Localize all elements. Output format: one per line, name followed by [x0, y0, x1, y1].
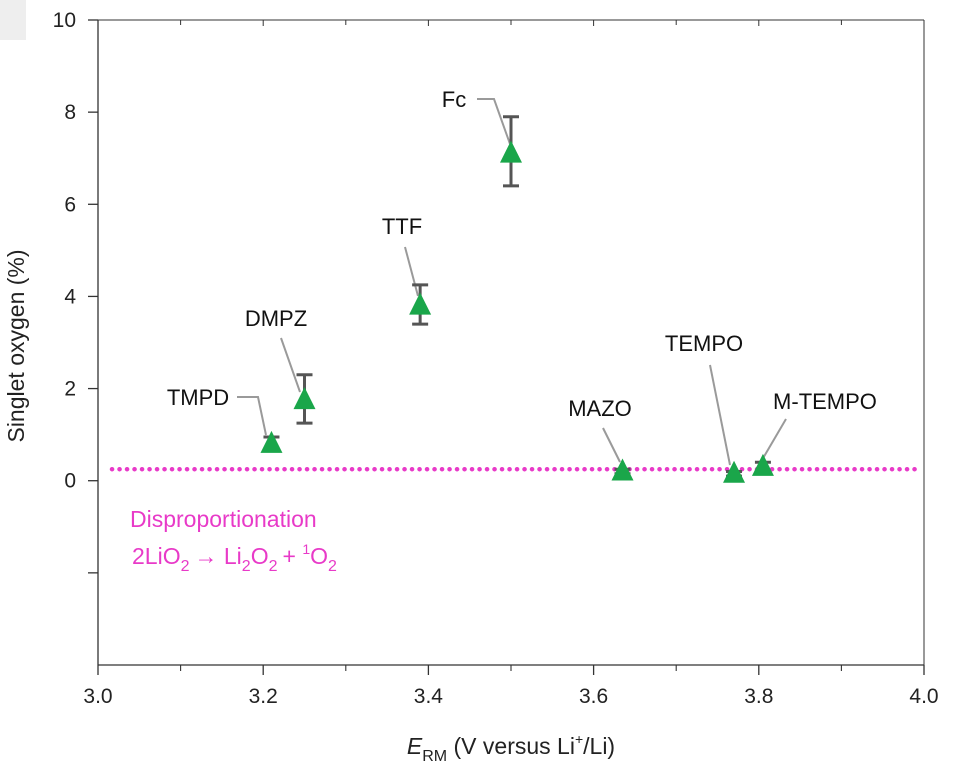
- point-label: DMPZ: [245, 306, 307, 331]
- data-point-marker: [611, 458, 634, 481]
- x-axis-ticks: 3.0 3.2 3.4 3.6 3.8 4.0: [83, 20, 939, 708]
- label-leader-line: [280, 337, 301, 393]
- point-label: M-TEMPO: [773, 389, 877, 414]
- eq-part: 2LiO: [132, 543, 181, 569]
- eq-part: +: [283, 543, 303, 569]
- x-axis-title-rest-a: (V versus Li: [447, 733, 575, 759]
- eq-sub: 2: [269, 558, 278, 575]
- label-leader-line: [709, 364, 731, 466]
- eq-sub: 2: [242, 558, 251, 575]
- reaction-equation: 2LiO2 → Li2O2 + 1O2: [132, 541, 337, 575]
- x-tick-label: 3.4: [414, 685, 444, 708]
- label-leader-line: [761, 418, 787, 461]
- x-tick-label: 3.2: [249, 685, 278, 708]
- x-axis-title: ERM (V versus Li+/Li): [407, 731, 615, 765]
- y-axis-title: Singlet oxygen (%): [3, 249, 29, 442]
- label-leader-line: [477, 98, 511, 145]
- label-leaders: [237, 98, 787, 466]
- data-point-marker: [751, 453, 774, 476]
- error-bars: [263, 115, 771, 478]
- x-axis-title-rest-b: /Li): [583, 733, 615, 759]
- data-point-marker: [293, 387, 316, 410]
- x-axis-title-main: E: [407, 733, 423, 759]
- data-point-marker: [500, 140, 522, 163]
- eq-sub: 2: [328, 558, 337, 575]
- y-tick-label: 2: [64, 378, 76, 401]
- data-point-marker: [409, 292, 432, 315]
- point-label: TTF: [382, 214, 422, 239]
- point-label: Fc: [442, 87, 466, 112]
- y-tick-label: 10: [53, 9, 76, 32]
- reference-label: Disproportionation: [130, 506, 317, 532]
- point-label: TEMPO: [665, 331, 743, 356]
- point-labels: TMPD DMPZ TTF Fc MAZO TEMPO M-TEMPO: [167, 87, 877, 421]
- y-tick-label: 8: [64, 101, 76, 124]
- x-tick-label: 3.8: [744, 685, 773, 708]
- y-axis-ticks: 0 2 4 6 8 10: [53, 9, 98, 574]
- y-tick-label: 0: [64, 470, 76, 493]
- corner-mark: [0, 0, 26, 40]
- data-point-marker: [260, 430, 283, 453]
- label-leader-line: [237, 396, 267, 436]
- eq-part: O: [310, 543, 328, 569]
- eq-sub: 2: [181, 558, 190, 575]
- point-label: MAZO: [568, 396, 632, 421]
- point-label: TMPD: [167, 385, 229, 410]
- y-tick-label: 4: [64, 285, 76, 308]
- x-tick-label: 3.6: [579, 685, 608, 708]
- eq-sup: 1: [302, 541, 310, 557]
- label-leader-line: [404, 246, 419, 297]
- y-tick-label: 6: [64, 193, 76, 216]
- label-leader-line: [602, 427, 621, 463]
- x-axis-title-sub: RM: [422, 748, 447, 765]
- eq-part: → Li: [195, 543, 242, 569]
- x-tick-label: 4.0: [909, 685, 938, 708]
- eq-part: O: [251, 543, 269, 569]
- x-axis-title-sup: +: [575, 731, 583, 747]
- data-markers: [260, 140, 774, 483]
- x-tick-label: 3.0: [83, 685, 112, 708]
- data-point-marker: [723, 460, 746, 483]
